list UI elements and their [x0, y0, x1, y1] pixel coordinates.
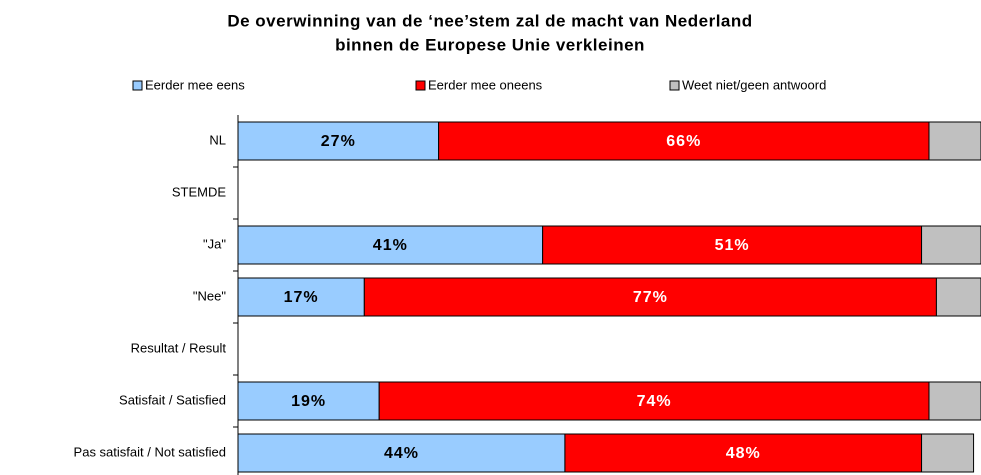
y-tick-label: "Ja" — [203, 236, 226, 251]
value-label: 48% — [726, 445, 761, 462]
value-label: 41% — [373, 237, 408, 254]
bar-segment — [928, 381, 981, 421]
value-label: 27% — [321, 133, 356, 150]
legend-label: Eerder mee eens — [145, 77, 245, 92]
y-tick-label: Resultat / Result — [131, 340, 227, 355]
bar-segment — [935, 277, 981, 317]
bar-segment — [237, 225, 544, 265]
y-tick-label: Pas satisfait / Not satisfied — [74, 444, 226, 459]
legend-swatch — [415, 80, 426, 91]
value-label: 77% — [633, 289, 668, 306]
legend-label: Eerder mee oneens — [428, 77, 543, 92]
bar-segment — [237, 433, 566, 473]
legend-swatch — [132, 80, 143, 91]
value-label: 17% — [284, 289, 319, 306]
value-label: 19% — [291, 393, 326, 410]
chart-title: De overwinning van de ‘nee’stem zal de m… — [227, 11, 752, 30]
value-label: 66% — [666, 133, 701, 150]
bar-segment — [542, 225, 923, 265]
y-tick-label: STEMDE — [172, 184, 227, 199]
bar-segment — [921, 225, 981, 265]
y-tick-label: Satisfait / Satisfied — [119, 392, 226, 407]
bar-segment — [928, 121, 981, 161]
value-label: 44% — [384, 445, 419, 462]
value-label: 74% — [637, 393, 672, 410]
chart-title: binnen de Europese Unie verkleinen — [335, 35, 645, 54]
bar-segment — [363, 277, 937, 317]
y-tick-label: "Nee" — [193, 288, 226, 303]
bar-segment — [921, 433, 975, 473]
bar-segment — [237, 121, 440, 161]
legend-label: Weet niet/geen antwoord — [682, 77, 826, 92]
value-label: 51% — [715, 237, 750, 254]
legend-swatch — [669, 80, 680, 91]
y-tick-label: NL — [209, 132, 226, 147]
bar-segment — [438, 121, 930, 161]
bar-segment — [237, 277, 365, 317]
